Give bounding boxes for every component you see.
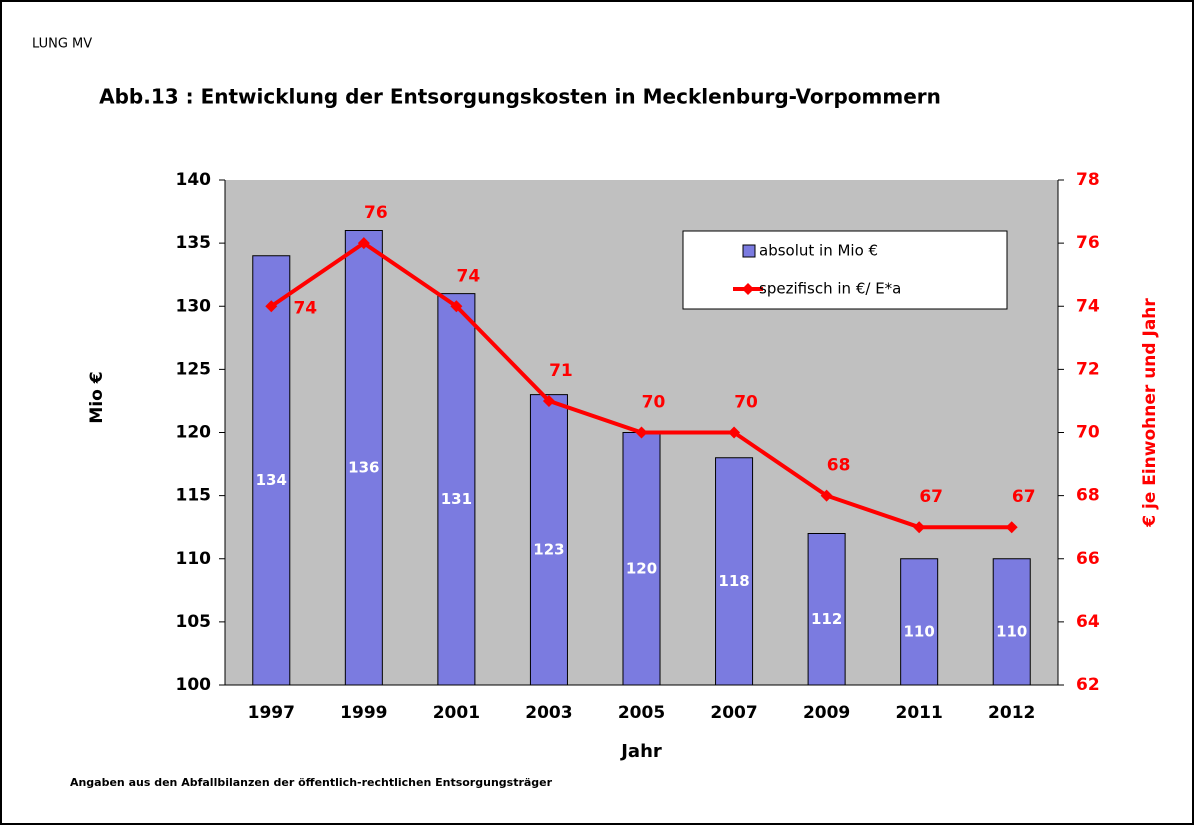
x-tick-label: 2011 <box>896 703 943 723</box>
line-value-label: 67 <box>919 487 943 507</box>
x-tick-label: 2005 <box>618 703 665 723</box>
bar-value-label: 131 <box>441 490 472 508</box>
source: LUNG MV <box>32 37 92 52</box>
y-tick-label: 120 <box>176 423 212 443</box>
marker <box>265 300 278 313</box>
legend-swatch <box>742 244 756 258</box>
y-tick-label: 105 <box>176 612 212 632</box>
y-tick-label: 125 <box>176 359 212 379</box>
bar <box>252 255 291 686</box>
line-value-label: 71 <box>549 361 573 381</box>
y2-tick-label: 72 <box>1076 359 1100 379</box>
marker <box>635 426 648 439</box>
line-value-label: 76 <box>364 203 388 223</box>
y2-tick-label: 78 <box>1076 170 1100 190</box>
marker <box>820 489 833 502</box>
marker <box>450 300 463 313</box>
y2-axis-label: € je Einwohner und Jahr <box>1140 298 1160 528</box>
legend-label: absolut in Mio € <box>759 242 878 260</box>
bar <box>344 230 383 686</box>
bar <box>529 394 568 686</box>
y2-tick-label: 66 <box>1076 549 1100 569</box>
x-tick-label: 2001 <box>433 703 480 723</box>
bar-value-label: 120 <box>626 559 657 577</box>
marker <box>1005 521 1018 534</box>
x-tick-label: 2012 <box>988 703 1035 723</box>
marker <box>913 521 926 534</box>
bar <box>715 457 754 686</box>
bar <box>807 533 846 686</box>
bar-value-label: 112 <box>811 610 842 628</box>
footnote: Angaben aus den Abfallbilanzen der öffen… <box>70 776 553 789</box>
marker <box>542 394 555 407</box>
x-tick-label: 2009 <box>803 703 850 723</box>
x-axis-label: Jahr <box>619 741 662 762</box>
legend-marker <box>742 283 754 295</box>
y-tick-label: 140 <box>176 170 212 190</box>
y-tick-label: 100 <box>176 675 212 695</box>
line-value-label: 74 <box>457 266 481 286</box>
x-tick-label: 1999 <box>340 703 387 723</box>
chart-title: Abb.13 : Entwicklung der Entsorgungskost… <box>99 85 941 109</box>
x-tick-label: 2007 <box>710 703 757 723</box>
bar-value-label: 136 <box>348 458 379 476</box>
bar-value-label: 110 <box>904 622 935 640</box>
y-tick-label: 115 <box>176 486 212 506</box>
line-value-label: 74 <box>293 298 317 318</box>
bar-value-label: 123 <box>533 540 564 558</box>
legend <box>682 230 1008 310</box>
line-value-label: 70 <box>642 393 666 413</box>
y-tick-label: 135 <box>176 233 212 253</box>
bar-value-label: 118 <box>718 572 749 590</box>
y2-tick-label: 62 <box>1076 675 1100 695</box>
line-value-label: 70 <box>734 393 758 413</box>
line-value-label: 67 <box>1012 487 1036 507</box>
x-tick-label: 1997 <box>248 703 295 723</box>
y2-tick-label: 76 <box>1076 233 1100 253</box>
x-tick-label: 2003 <box>525 703 572 723</box>
y2-tick-label: 64 <box>1076 612 1100 632</box>
y-tick-label: 110 <box>176 549 212 569</box>
y-tick-label: 130 <box>176 296 212 316</box>
bar-value-label: 110 <box>996 622 1027 640</box>
bar <box>900 558 939 686</box>
marker <box>728 426 741 439</box>
y2-tick-label: 68 <box>1076 486 1100 506</box>
legend-label: spezifisch in €/ E*a <box>759 280 901 298</box>
marker <box>357 237 370 250</box>
bar <box>437 293 476 686</box>
line-value-label: 68 <box>827 456 851 476</box>
bar-value-label: 134 <box>256 471 287 489</box>
y2-tick-label: 70 <box>1076 423 1100 443</box>
y2-tick-label: 74 <box>1076 296 1100 316</box>
y-axis-label: Mio € <box>87 371 107 423</box>
